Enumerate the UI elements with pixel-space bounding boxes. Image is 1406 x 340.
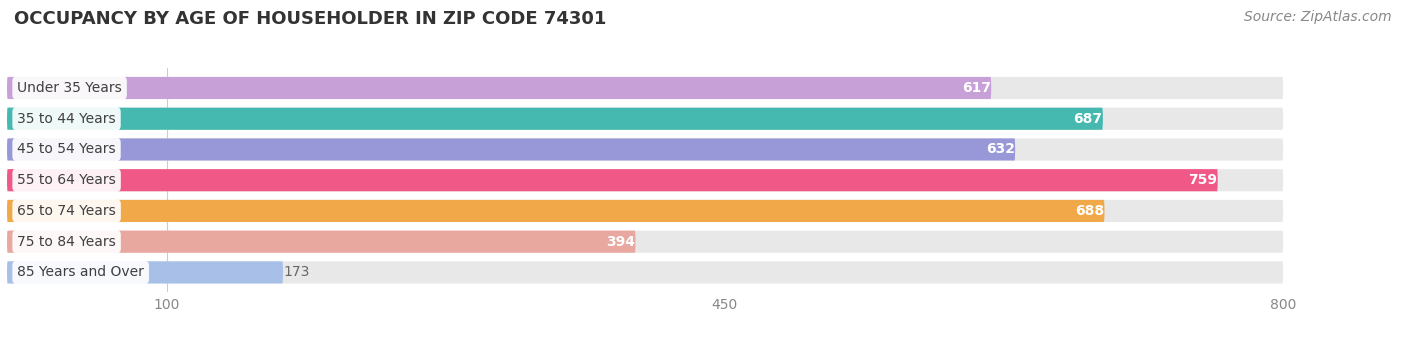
Text: 75 to 84 Years: 75 to 84 Years <box>17 235 115 249</box>
FancyBboxPatch shape <box>7 77 1284 99</box>
Text: 759: 759 <box>1188 173 1218 187</box>
FancyBboxPatch shape <box>7 108 1102 130</box>
Text: 85 Years and Over: 85 Years and Over <box>17 266 143 279</box>
FancyBboxPatch shape <box>7 200 1284 222</box>
Text: 688: 688 <box>1076 204 1104 218</box>
Text: 394: 394 <box>606 235 636 249</box>
Text: 55 to 64 Years: 55 to 64 Years <box>17 173 115 187</box>
Text: OCCUPANCY BY AGE OF HOUSEHOLDER IN ZIP CODE 74301: OCCUPANCY BY AGE OF HOUSEHOLDER IN ZIP C… <box>14 10 606 28</box>
Text: 687: 687 <box>1074 112 1102 126</box>
FancyBboxPatch shape <box>7 169 1284 191</box>
FancyBboxPatch shape <box>7 231 1284 253</box>
Text: 617: 617 <box>962 81 991 95</box>
FancyBboxPatch shape <box>7 261 1284 284</box>
Text: 632: 632 <box>986 142 1015 156</box>
FancyBboxPatch shape <box>7 261 283 284</box>
FancyBboxPatch shape <box>7 77 991 99</box>
Text: 45 to 54 Years: 45 to 54 Years <box>17 142 115 156</box>
FancyBboxPatch shape <box>7 200 1105 222</box>
FancyBboxPatch shape <box>7 108 1284 130</box>
FancyBboxPatch shape <box>7 138 1015 160</box>
FancyBboxPatch shape <box>7 138 1284 160</box>
Text: Under 35 Years: Under 35 Years <box>17 81 122 95</box>
FancyBboxPatch shape <box>7 231 636 253</box>
Text: 65 to 74 Years: 65 to 74 Years <box>17 204 115 218</box>
Text: 173: 173 <box>284 266 309 279</box>
Text: 35 to 44 Years: 35 to 44 Years <box>17 112 115 126</box>
FancyBboxPatch shape <box>7 169 1218 191</box>
Text: Source: ZipAtlas.com: Source: ZipAtlas.com <box>1244 10 1392 24</box>
